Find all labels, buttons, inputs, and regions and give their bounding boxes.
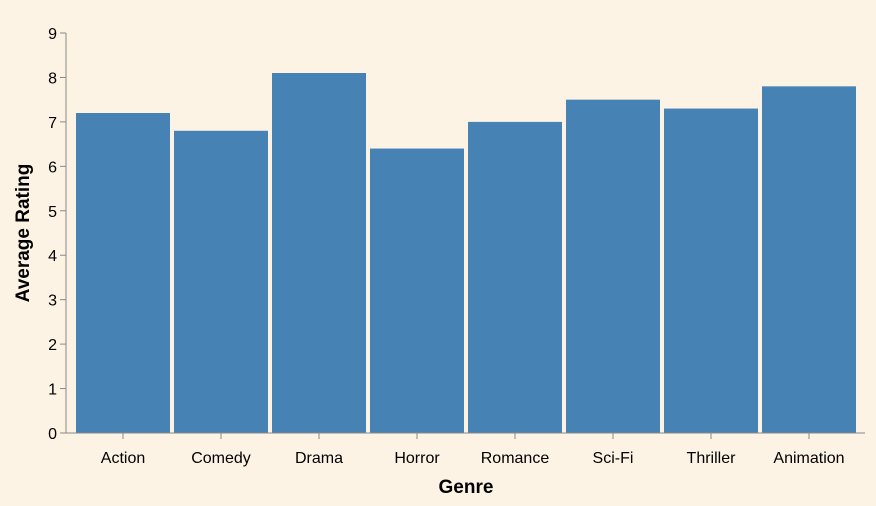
x-tick-label: Horror — [394, 450, 440, 467]
x-tick-label: Thriller — [687, 450, 737, 467]
y-tick-label: 4 — [48, 248, 57, 265]
y-tick-label: 3 — [48, 293, 57, 310]
bar-sci-fi — [566, 99, 660, 434]
x-tick-label: Comedy — [191, 450, 251, 467]
bar-horror — [370, 148, 464, 434]
bar-comedy — [174, 130, 268, 433]
bars-group — [76, 73, 856, 434]
y-tick-label: 1 — [48, 382, 57, 399]
x-tick-label: Animation — [773, 450, 844, 467]
y-axis-title: Average Rating — [13, 164, 34, 303]
y-tick-label: 8 — [48, 70, 57, 87]
y-tick-label: 9 — [48, 26, 57, 43]
bar-action — [76, 113, 170, 433]
x-tick-label: Sci-Fi — [593, 450, 634, 467]
bar-drama — [272, 73, 366, 433]
y-tick-label: 2 — [48, 337, 57, 354]
y-tick-label: 7 — [48, 115, 57, 132]
bar-animation — [762, 86, 856, 433]
y-axis: 0 1 2 3 4 5 6 7 8 9 — [48, 26, 67, 443]
x-axis: Action Comedy Drama Horror Romance Sci-Fi Thri… — [66, 432, 865, 467]
y-tick-label: 5 — [48, 204, 57, 221]
bar-romance — [468, 121, 562, 433]
x-tick-label: Drama — [295, 450, 343, 467]
y-tick-label: 6 — [48, 159, 57, 176]
y-tick-label: 0 — [48, 426, 57, 443]
bar-thriller — [664, 108, 758, 434]
x-tick-label: Romance — [481, 450, 550, 467]
x-axis-title: Genre — [439, 477, 494, 498]
x-tick-label: Action — [101, 450, 145, 467]
